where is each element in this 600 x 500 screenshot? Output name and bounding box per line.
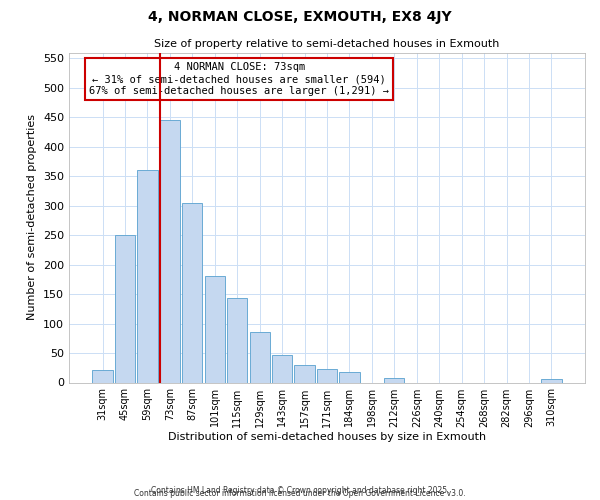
Bar — [340, 372, 359, 382]
Bar — [250, 332, 270, 382]
Bar — [272, 355, 292, 382]
X-axis label: Distribution of semi-detached houses by size in Exmouth: Distribution of semi-detached houses by … — [168, 432, 486, 442]
Bar — [137, 170, 158, 382]
Bar — [182, 203, 202, 382]
Bar — [160, 120, 180, 382]
Bar — [384, 378, 404, 382]
Y-axis label: Number of semi-detached properties: Number of semi-detached properties — [28, 114, 37, 320]
Bar — [295, 365, 314, 382]
Text: 4, NORMAN CLOSE, EXMOUTH, EX8 4JY: 4, NORMAN CLOSE, EXMOUTH, EX8 4JY — [148, 10, 452, 24]
Bar — [205, 276, 225, 382]
Text: 4 NORMAN CLOSE: 73sqm
← 31% of semi-detached houses are smaller (594)
67% of sem: 4 NORMAN CLOSE: 73sqm ← 31% of semi-deta… — [89, 62, 389, 96]
Bar — [115, 235, 135, 382]
Text: Contains public sector information licensed under the Open Government Licence v3: Contains public sector information licen… — [134, 488, 466, 498]
Text: Contains HM Land Registry data © Crown copyright and database right 2025.: Contains HM Land Registry data © Crown c… — [151, 486, 449, 495]
Bar — [227, 298, 247, 382]
Bar — [541, 379, 562, 382]
Bar — [317, 369, 337, 382]
Bar — [92, 370, 113, 382]
Title: Size of property relative to semi-detached houses in Exmouth: Size of property relative to semi-detach… — [154, 39, 500, 49]
